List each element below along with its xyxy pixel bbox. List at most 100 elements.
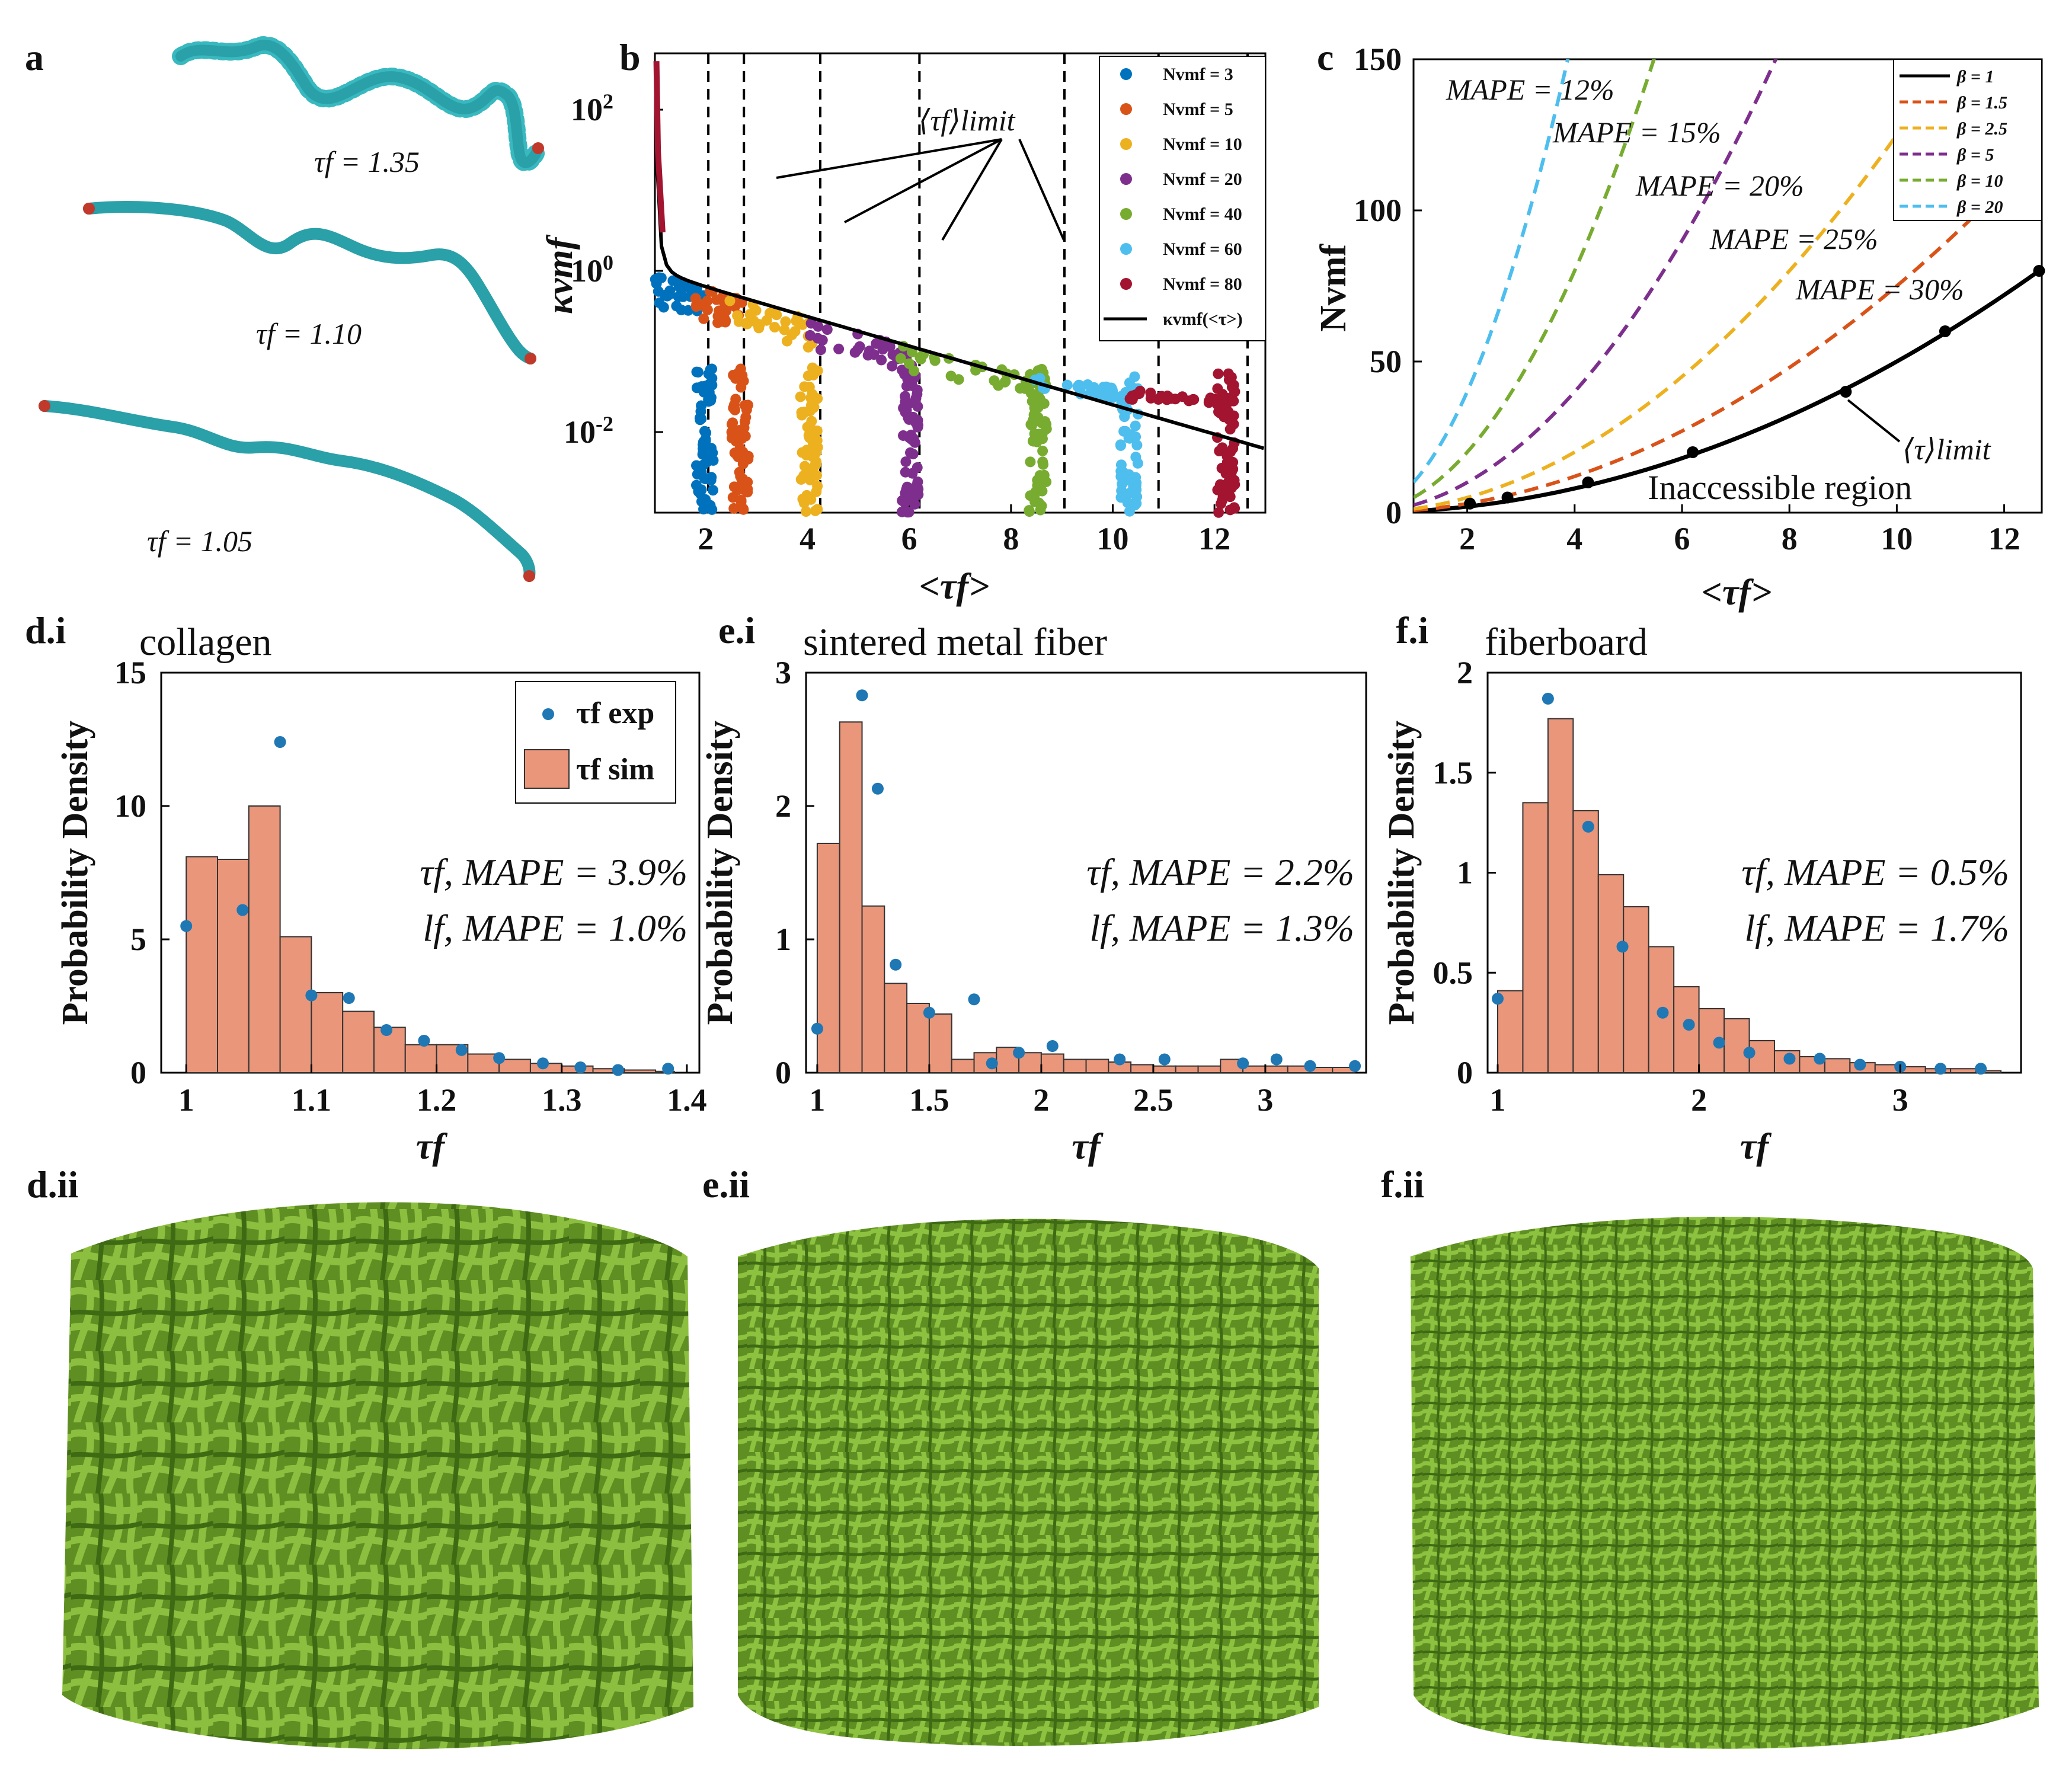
b-point xyxy=(900,456,912,468)
b-legend-label: Nvmf = 3 xyxy=(1163,65,1233,84)
b-point xyxy=(906,490,917,501)
plot-e-exp-point xyxy=(1046,1040,1059,1052)
plot-d-exp-point xyxy=(274,736,286,748)
plot-f-bar xyxy=(1597,874,1625,1073)
b-point xyxy=(905,447,916,458)
b-point xyxy=(726,418,737,430)
fiber-network-fiberboard xyxy=(1411,1217,2039,1749)
b-point xyxy=(1037,445,1048,456)
b-point xyxy=(692,469,703,480)
b-ylabel: κvmf xyxy=(540,234,580,314)
plot-e-ytick-label: 1 xyxy=(775,922,791,957)
plot-d-ylabel: Probability Density xyxy=(55,721,95,1025)
b-xtick-label: 2 xyxy=(698,521,714,557)
c-legend-label: β = 5 xyxy=(1956,145,1994,165)
b-point xyxy=(912,401,923,412)
plot-f-exp-point xyxy=(1934,1063,1947,1075)
b-point xyxy=(805,318,817,329)
plot-d-exp-point xyxy=(305,989,318,1002)
b-point xyxy=(900,407,911,418)
plot-f-xtick-label: 3 xyxy=(1892,1082,1908,1118)
c-series-10 xyxy=(1414,59,1656,500)
plot-f-exp-point xyxy=(1542,692,1554,705)
b-point xyxy=(793,316,804,327)
plot-e-exp-point xyxy=(1013,1047,1025,1059)
plot-d-bar xyxy=(404,1044,437,1073)
panel-label-ei: e.i xyxy=(718,609,755,651)
plot-f-bar xyxy=(1522,802,1549,1073)
plot-e-exp-point xyxy=(871,782,884,795)
b-point xyxy=(1203,395,1214,407)
c-mape-25: MAPE = 25% xyxy=(1709,222,1878,255)
plot-f-exp-point xyxy=(1783,1053,1796,1065)
b-point xyxy=(734,430,745,442)
fiber-network-collagen xyxy=(62,1202,693,1750)
b-legend-marker xyxy=(1120,243,1132,255)
b-point xyxy=(1092,384,1104,395)
b-point xyxy=(1101,381,1112,392)
b-point xyxy=(707,485,718,496)
b-point xyxy=(833,343,845,354)
b-point xyxy=(1131,477,1142,488)
plot-d-exp-point xyxy=(493,1052,506,1064)
c-ytick-label: 0 xyxy=(1386,495,1402,530)
b-point xyxy=(876,354,887,366)
plot-d-ytick-label: 15 xyxy=(114,655,146,690)
plot-d-mape-tau: τf, MAPE = 3.9% xyxy=(420,851,688,893)
chain-2-label: τf = 1.10 xyxy=(256,317,362,350)
plot-d-bar xyxy=(186,856,219,1073)
panel-label-di: d.i xyxy=(25,609,66,651)
b-point xyxy=(801,471,812,482)
plot-d-bar xyxy=(623,1069,657,1073)
b-point xyxy=(752,318,763,330)
plot-e-xtick-label: 1.5 xyxy=(909,1082,949,1118)
b-point xyxy=(852,344,864,355)
plot-f-exp-point xyxy=(1491,993,1504,1005)
panel-label-c: c xyxy=(1317,36,1334,78)
b-point xyxy=(692,366,704,378)
c-series-1 xyxy=(1414,267,2042,513)
b-point xyxy=(1025,456,1036,468)
b-point xyxy=(1216,498,1227,509)
plot-f-bar xyxy=(1724,1018,1750,1073)
plot-e-exp-point xyxy=(923,1006,935,1019)
b-ytick-exp: 0 xyxy=(603,251,613,274)
f-title: fiberboard xyxy=(1485,621,1648,664)
plot-d-mape-l: lf, MAPE = 1.0% xyxy=(423,907,688,949)
b-arrow xyxy=(1018,139,1065,241)
b-point xyxy=(795,391,806,402)
b-point xyxy=(736,494,747,506)
c-xtick-label: 8 xyxy=(1782,521,1798,557)
b-point xyxy=(1213,507,1224,518)
plot-e-bar xyxy=(1063,1058,1087,1073)
c-limit-point xyxy=(1840,386,1852,398)
b-legend-label: Nvmf = 40 xyxy=(1163,204,1242,224)
plot-e-bar xyxy=(928,1013,952,1073)
chain-1-core xyxy=(175,40,543,168)
plot-e-exp-point xyxy=(1237,1057,1249,1070)
b-point xyxy=(698,386,709,398)
plot-f-exp-point xyxy=(1582,820,1594,833)
b-point xyxy=(815,344,826,356)
panel-a-chains xyxy=(39,36,547,582)
c-series-5 xyxy=(1414,59,1778,507)
b-point xyxy=(1027,396,1038,407)
e-title: sintered metal fiber xyxy=(803,621,1107,664)
plot-d-bar xyxy=(342,1010,375,1073)
b-arrow xyxy=(941,138,1003,241)
plot-e-ytick-label: 0 xyxy=(775,1055,791,1090)
c-xtick-label: 4 xyxy=(1566,521,1582,557)
c-mape-12: MAPE = 12% xyxy=(1446,73,1614,106)
b-point xyxy=(999,376,1011,388)
b-point xyxy=(801,506,812,517)
b-point xyxy=(1227,443,1239,454)
plot-e-exp-point xyxy=(1270,1053,1283,1066)
plot-e-bar xyxy=(816,843,840,1073)
b-point xyxy=(887,360,898,372)
c-axes-box xyxy=(1412,58,2043,514)
b-point xyxy=(1130,420,1141,431)
b-point xyxy=(741,404,752,415)
c-ytick-label: 100 xyxy=(1354,193,1402,228)
b-point xyxy=(806,415,817,427)
